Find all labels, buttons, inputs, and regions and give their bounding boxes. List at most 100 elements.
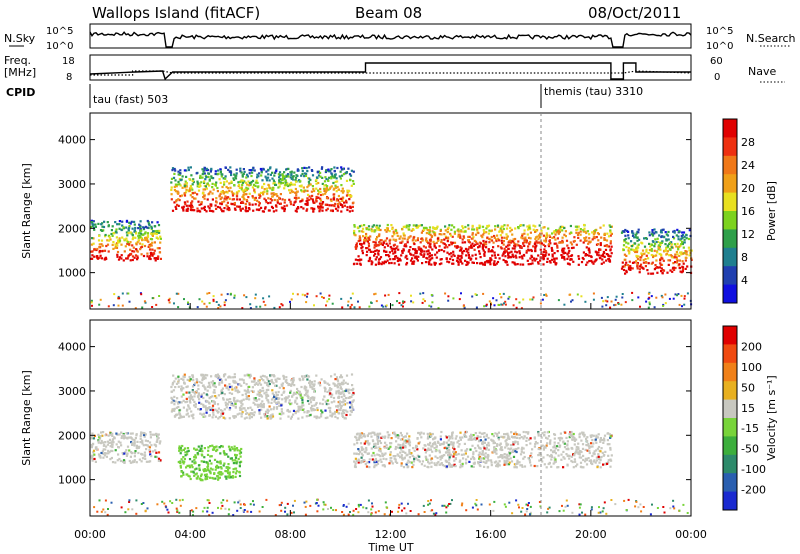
echo-cell bbox=[195, 477, 198, 480]
echo-cell bbox=[205, 176, 208, 179]
echo-cell bbox=[642, 258, 645, 262]
echo-cell bbox=[412, 463, 415, 466]
echo-cell bbox=[518, 256, 521, 259]
echo-cell bbox=[576, 293, 579, 296]
echo-cell bbox=[343, 399, 347, 403]
echo-cell bbox=[342, 173, 346, 176]
echo-cell bbox=[659, 243, 662, 246]
echo-cell bbox=[227, 445, 231, 448]
echo-cell bbox=[534, 247, 537, 250]
echo-cell bbox=[214, 170, 217, 173]
echo-cell bbox=[409, 259, 413, 262]
echo-cell bbox=[580, 295, 583, 298]
echo-cell bbox=[100, 431, 103, 434]
echo-cell bbox=[275, 193, 278, 196]
echo-cell bbox=[321, 193, 325, 196]
echo-cell bbox=[603, 437, 606, 440]
echo-cell bbox=[301, 416, 304, 419]
echo-cell bbox=[504, 260, 507, 263]
echo-cell bbox=[249, 169, 252, 172]
echo-cell bbox=[683, 252, 686, 255]
echo-cell bbox=[344, 381, 347, 384]
echo-cell bbox=[212, 446, 215, 449]
echo-cell bbox=[239, 455, 242, 458]
echo-cell bbox=[514, 245, 517, 248]
echo-cell bbox=[246, 391, 249, 394]
echo-cell bbox=[139, 437, 142, 440]
echo-cell bbox=[588, 249, 591, 252]
echo-cell bbox=[99, 229, 103, 232]
echo-cell bbox=[313, 383, 316, 386]
echo-cell bbox=[620, 267, 624, 270]
echo-cell bbox=[234, 175, 237, 178]
echo-cell bbox=[389, 258, 392, 261]
echo-cell bbox=[363, 241, 366, 244]
echo-cell bbox=[319, 199, 323, 202]
echo-cell bbox=[352, 387, 355, 390]
echo-cell bbox=[570, 231, 573, 234]
y-tick-label: 1000 bbox=[58, 267, 86, 280]
echo-cell bbox=[336, 409, 339, 412]
echo-cell bbox=[478, 245, 481, 248]
echo-cell bbox=[259, 167, 262, 171]
echo-cell bbox=[337, 396, 340, 399]
echo-cell bbox=[273, 406, 276, 409]
echo-cell bbox=[202, 468, 205, 471]
echo-cell bbox=[295, 174, 298, 177]
echo-cell bbox=[228, 472, 231, 475]
echo-cell bbox=[391, 304, 394, 307]
echo-cell bbox=[211, 380, 215, 383]
echo-cell bbox=[547, 245, 551, 248]
echo-cell bbox=[493, 254, 496, 257]
echo-cell bbox=[380, 239, 383, 242]
echo-cell bbox=[466, 448, 469, 451]
echo-cell bbox=[648, 242, 651, 245]
echo-cell bbox=[188, 189, 191, 192]
echo-cell bbox=[188, 178, 191, 181]
echo-cell bbox=[256, 199, 259, 202]
echo-cell bbox=[221, 210, 224, 213]
echo-cell bbox=[313, 404, 316, 407]
echo-cell bbox=[408, 449, 411, 452]
echo-cell bbox=[603, 244, 606, 247]
echo-cell bbox=[98, 243, 101, 246]
echo-cell bbox=[468, 246, 471, 249]
echo-cell bbox=[422, 255, 425, 258]
echo-cell bbox=[212, 477, 215, 480]
echo-cell bbox=[222, 192, 225, 195]
echo-cell bbox=[323, 380, 326, 383]
echo-cell bbox=[686, 265, 689, 268]
echo-cell bbox=[392, 252, 395, 255]
echo-cell bbox=[293, 171, 296, 174]
echo-cell bbox=[98, 303, 101, 306]
echo-cell bbox=[447, 226, 450, 229]
echo-cell bbox=[473, 248, 476, 251]
echo-cell bbox=[547, 227, 550, 230]
echo-cell bbox=[340, 405, 343, 408]
echo-cell bbox=[538, 236, 541, 239]
echo-cell bbox=[650, 272, 653, 275]
echo-cell bbox=[228, 197, 231, 200]
echo-cell bbox=[407, 225, 410, 228]
echo-cell bbox=[367, 225, 371, 228]
echo-cell bbox=[413, 260, 416, 263]
echo-cell bbox=[668, 297, 671, 300]
echo-cell bbox=[154, 257, 157, 260]
echo-cell bbox=[428, 255, 431, 258]
echo-cell bbox=[632, 249, 635, 252]
echo-cell bbox=[141, 439, 144, 442]
echo-cell bbox=[133, 442, 136, 445]
echo-cell bbox=[208, 207, 211, 210]
echo-cell bbox=[467, 438, 470, 441]
echo-cell bbox=[240, 415, 243, 418]
echo-cell bbox=[311, 194, 314, 197]
echo-cell bbox=[519, 263, 522, 266]
echo-cell bbox=[115, 432, 118, 435]
echo-cell bbox=[376, 236, 379, 239]
echo-cell bbox=[635, 232, 638, 235]
echo-cell bbox=[228, 408, 231, 411]
echo-cell bbox=[223, 373, 226, 376]
echo-cell bbox=[92, 451, 95, 454]
echo-cell bbox=[478, 250, 481, 253]
echo-cell bbox=[566, 257, 569, 260]
